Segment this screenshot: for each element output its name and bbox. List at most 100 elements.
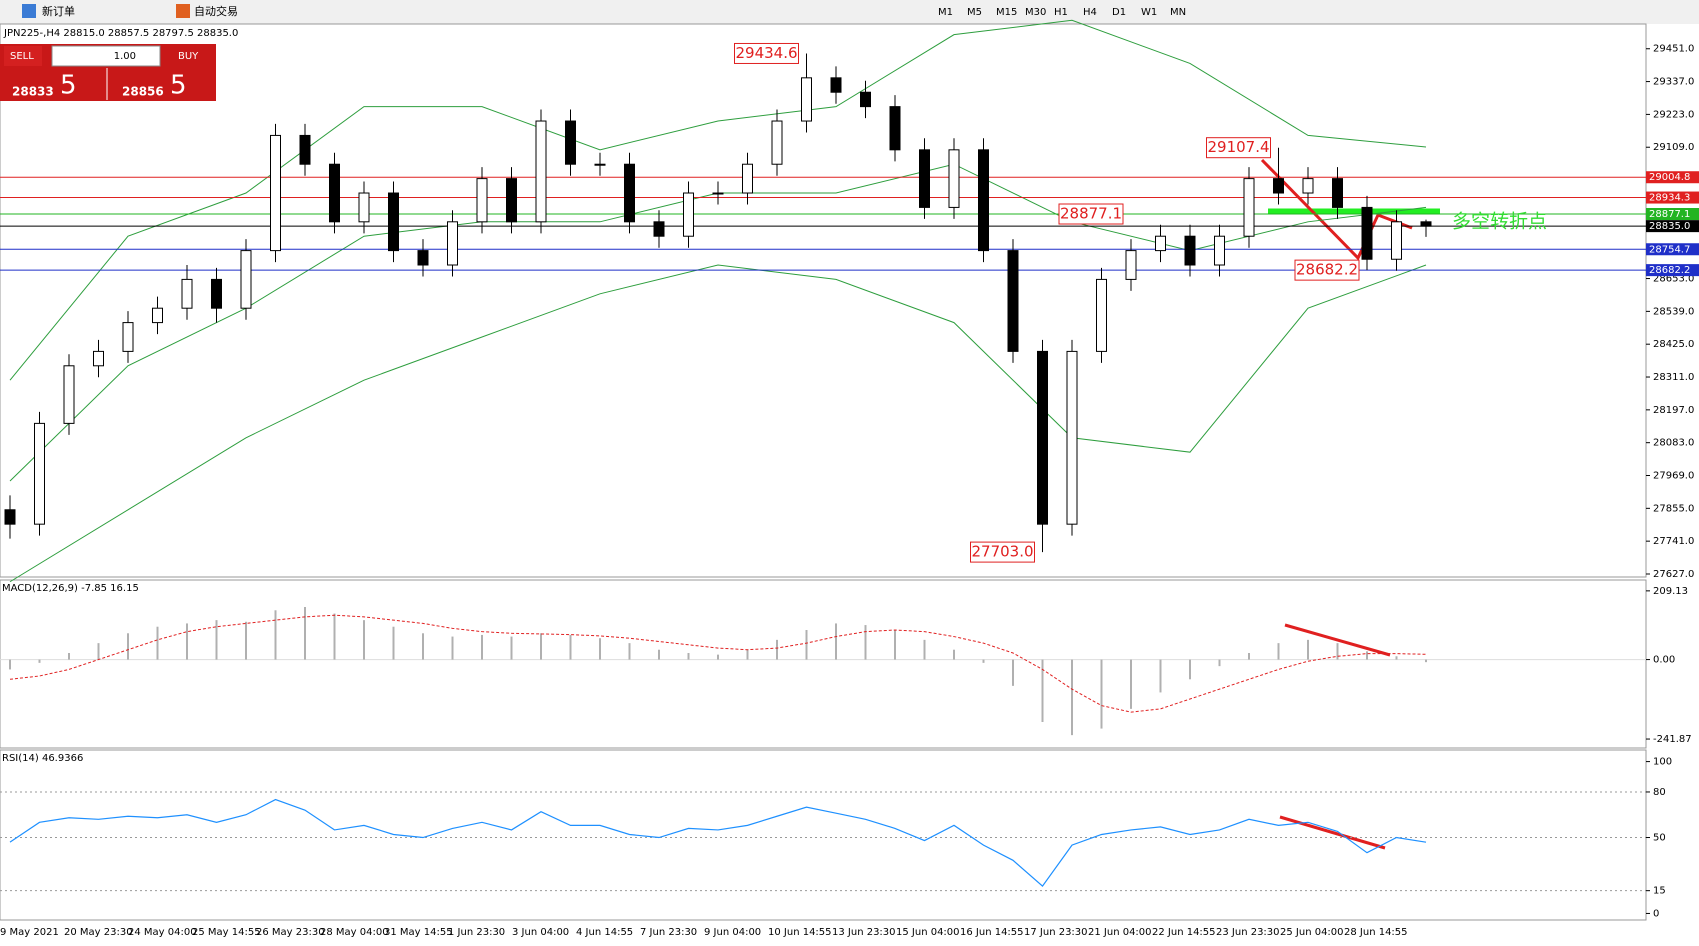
y-tick-label: 29451.0: [1653, 44, 1694, 55]
pivot-note: 多空转折点: [1452, 211, 1547, 233]
price-annotation-box: [970, 541, 1035, 563]
candle-body: [417, 250, 429, 266]
timeframe-button[interactable]: M30: [1025, 7, 1046, 18]
x-tick-label: 3 Jun 04:00: [512, 927, 569, 938]
lot-value[interactable]: 1.00: [114, 51, 136, 62]
lot-input[interactable]: [51, 45, 161, 67]
candle-body: [1302, 178, 1314, 194]
auto-trading-icon[interactable]: [176, 4, 190, 18]
candle-body: [683, 192, 694, 237]
y-tick-label: 28311.0: [1653, 372, 1694, 383]
toolbar: [0, 0, 1699, 24]
price-level-label: 29004.8: [1649, 172, 1690, 183]
x-tick-label: 25 Jun 04:00: [1280, 927, 1344, 938]
x-tick-label: 20 May 23:30: [64, 927, 133, 938]
price-level-tag: [1646, 191, 1699, 204]
timeframe-button[interactable]: M1: [938, 7, 953, 18]
candle-body: [211, 278, 222, 309]
y-tick-label: 28425.0: [1653, 339, 1694, 350]
candle-body: [4, 509, 16, 525]
candle-body: [1273, 178, 1284, 194]
x-tick-label: 13 Jun 23:30: [832, 927, 896, 938]
x-tick-label: 31 May 14:55: [384, 927, 453, 938]
rsi-panel: [0, 749, 1647, 921]
candle-body: [1391, 221, 1402, 260]
price-panel: [0, 23, 1647, 578]
buy-label[interactable]: BUY: [178, 51, 199, 62]
candle-body: [270, 134, 281, 252]
price-annotation-box: [1294, 259, 1360, 281]
candle-body: [594, 163, 606, 166]
price-level-label: 28682.2: [1649, 265, 1690, 276]
price-level-tag: [1646, 243, 1699, 256]
y-tick-label: 50: [1653, 833, 1666, 844]
sell-label[interactable]: SELL: [10, 51, 34, 62]
y-tick-label: 29337.0: [1653, 77, 1694, 88]
x-tick-label: 9 Jun 04:00: [704, 927, 761, 938]
candle-body: [122, 322, 134, 352]
new-order-icon[interactable]: [22, 4, 36, 18]
price-level-tag: [1646, 208, 1699, 221]
x-tick-label: 1 Jun 23:30: [448, 927, 505, 938]
x-tick-label: 28 May 04:00: [320, 927, 389, 938]
macd-panel: [0, 579, 1647, 749]
sell-price-big: 5: [60, 71, 77, 101]
candle-body: [93, 350, 104, 367]
candle-body: [535, 120, 547, 223]
candle-body: [742, 163, 753, 194]
x-tick-label: 28 Jun 14:55: [1344, 927, 1408, 938]
candle-body: [388, 192, 399, 252]
timeframe-button[interactable]: W1: [1141, 7, 1157, 18]
candle-body: [948, 149, 960, 208]
timeframe-button[interactable]: H1: [1054, 7, 1068, 18]
candle-body: [860, 91, 871, 108]
timeframe-button[interactable]: M15: [996, 7, 1017, 18]
timeframe-button[interactable]: MN: [1170, 7, 1186, 18]
new-order[interactable]: 新订单: [42, 4, 75, 18]
signal-line: [9, 614, 1427, 713]
y-tick-label: 27969.0: [1653, 471, 1694, 482]
y-tick-label: 29223.0: [1653, 109, 1694, 120]
candle-body: [1037, 350, 1048, 525]
y-tick-label: 27741.0: [1653, 536, 1694, 547]
y-tick-label: 28653.0: [1653, 274, 1694, 285]
bollinger-band: [9, 19, 1427, 381]
y-tick-label: 209.13: [1653, 586, 1688, 597]
sell-button[interactable]: [4, 46, 42, 66]
indicator-title: RSI(14) 46.9366: [2, 753, 83, 764]
timeframe-button[interactable]: H4: [1083, 7, 1097, 18]
candle-body: [889, 106, 901, 151]
price-level-label: 28754.7: [1649, 244, 1690, 255]
y-tick-label: 80: [1653, 787, 1666, 798]
candle-body: [34, 422, 45, 525]
timeframe-button[interactable]: D1: [1112, 7, 1126, 18]
price-annotation: 29434.6: [735, 44, 797, 62]
candle-body: [712, 192, 724, 195]
candle-body: [152, 307, 163, 324]
candle-body: [1007, 250, 1019, 352]
auto-trading[interactable]: 自动交易: [194, 4, 238, 18]
candle-body: [1214, 235, 1225, 266]
price-level-tag: [1646, 171, 1699, 184]
x-tick-label: 7 Jun 23:30: [640, 927, 697, 938]
price-level-label: 28835.0: [1649, 221, 1690, 232]
price-annotation: 28682.2: [1296, 261, 1358, 279]
x-tick-label: 26 May 23:30: [256, 927, 325, 938]
candle-body: [240, 250, 252, 309]
x-tick-label: 4 Jun 14:55: [576, 927, 633, 938]
price-annotation: 28877.1: [1060, 205, 1122, 223]
price-level-tag: [1646, 264, 1699, 277]
timeframe-button[interactable]: M5: [967, 7, 982, 18]
price-annotation: 29107.4: [1207, 138, 1269, 156]
trade-panel: SELL 1.00 BUY 28833 5 28856 5: [0, 44, 216, 101]
candle-body: [299, 134, 311, 165]
candle-body: [329, 163, 340, 223]
candle-body: [653, 221, 665, 237]
x-tick-label: 17 Jun 23:30: [1024, 927, 1088, 938]
candle-body: [358, 192, 370, 223]
candle-body: [565, 120, 576, 165]
rsi-line: [9, 798, 1427, 887]
x-tick-label: 10 Jun 14:55: [768, 927, 832, 938]
y-tick-label: 0: [1653, 908, 1659, 919]
candle-body: [1184, 235, 1196, 266]
